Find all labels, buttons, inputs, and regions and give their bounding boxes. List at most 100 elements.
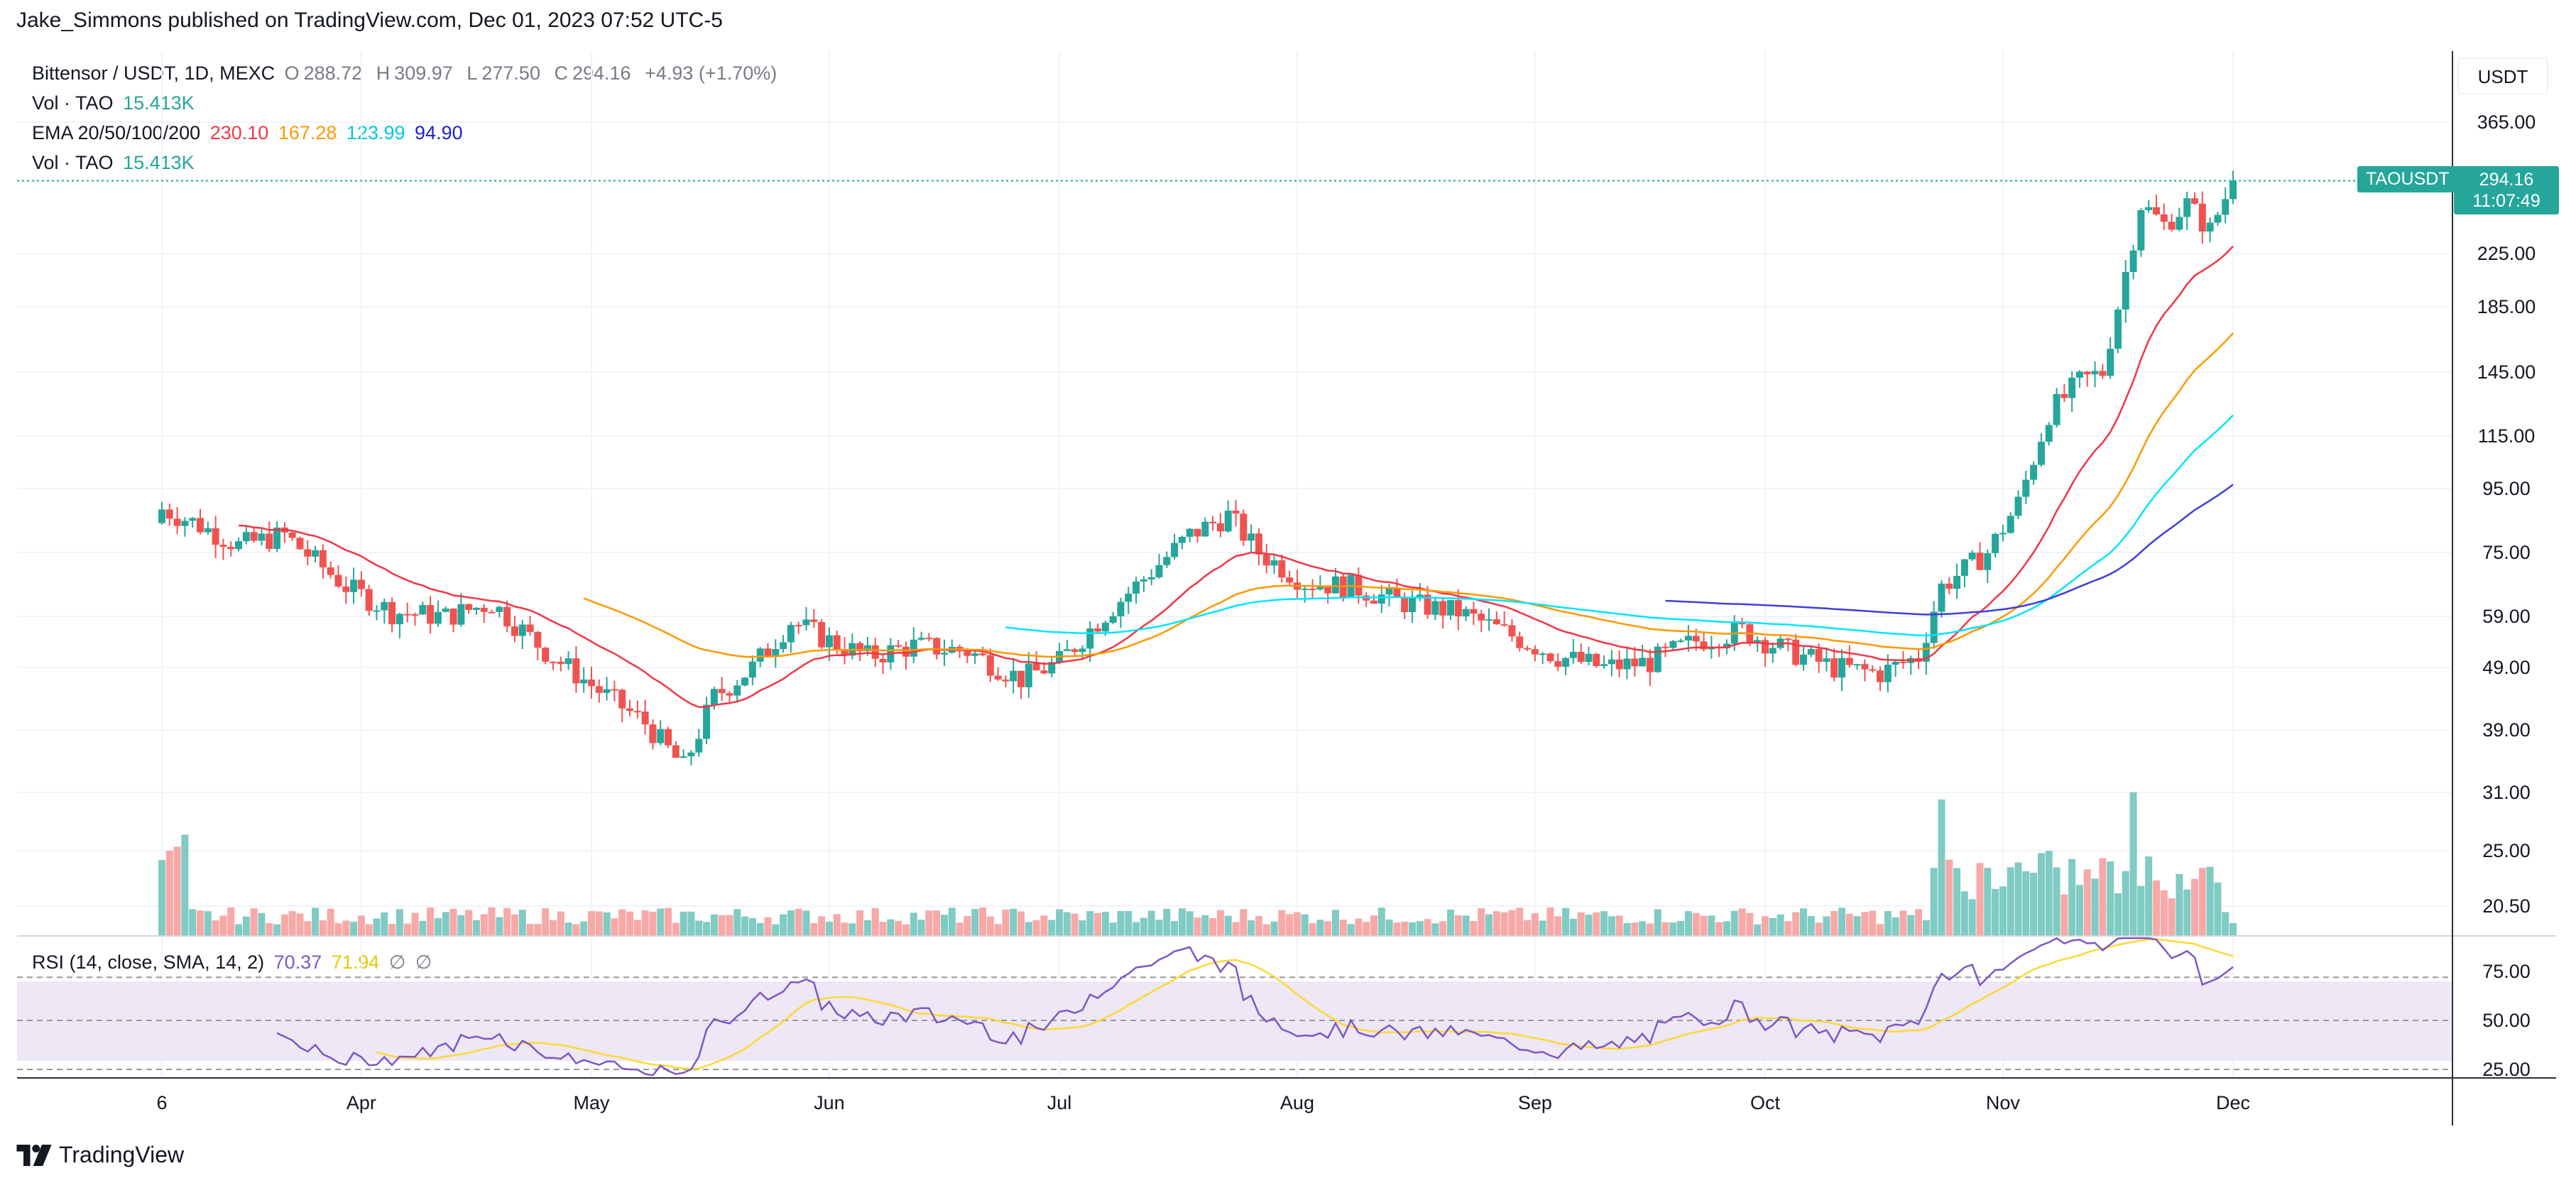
currency-label[interactable]: USDT [2478,66,2528,87]
candle-body [1125,593,1133,602]
legend-row-ema: EMA 20/50/100/200 230.10 167.28 123.99 9… [32,122,467,144]
volume-value: 15.413K [123,92,195,114]
volume-bar [741,916,749,936]
volume-bar [1255,916,1262,936]
candle-body [1385,587,1393,595]
rsi-hide-icon[interactable]: ∅ [388,952,406,973]
candle-body [2068,377,2076,398]
candle-body [212,528,219,545]
volume-bar [1922,920,1930,936]
candle-body [1439,601,1447,616]
volume-bar [1960,891,1968,936]
ohlc-close: C 294.16 [554,62,631,84]
candle-body [266,533,273,549]
volume-bar [1708,915,1715,936]
rsi-label[interactable]: RSI (14, close, SMA, 14, 2) [32,952,265,973]
candle-body [649,724,657,743]
candle-body [756,648,764,662]
volume-bar [2222,912,2230,936]
candle-body [2137,209,2145,251]
candle-body [1447,600,1455,616]
candle-body [1255,533,1262,555]
volume-bar [1938,799,1945,936]
candle-body [1301,588,1309,590]
volume-bar [1554,916,1562,936]
volume-bar [1569,918,1577,936]
volume-label-2[interactable]: Vol · TAO [32,152,114,173]
symbol-label[interactable]: Bittensor / USDT, 1D, MEXC [32,62,275,84]
tradingview-logo[interactable]: TradingView [16,1142,184,1168]
volume-bar [304,921,312,936]
volume-bar [1646,923,1654,936]
volume-bar [1915,909,1923,936]
candle-body [1615,659,1623,670]
candle-body [680,756,687,758]
volume-bar [726,915,733,936]
candlesticks [158,170,2237,765]
candle-body [1968,552,1976,560]
candle-body [2206,222,2214,231]
volume-bar [1032,920,1040,936]
volume-bar [902,924,910,936]
volume-bar [1884,911,1892,936]
candle-body [1976,552,1984,570]
candle-body [2014,496,2022,516]
candle-body [434,611,442,624]
volume-bar [833,914,841,936]
volume-bar [1224,915,1232,936]
volume-bar [250,908,258,936]
ema-label[interactable]: EMA 20/50/100/200 [32,122,201,143]
volume-bar [2022,871,2030,936]
candle-body [296,538,304,550]
volume-bar [557,911,564,936]
volume-bar [327,908,334,936]
candle-body [764,648,772,656]
candle-body [1492,619,1500,625]
volume-bar [480,914,488,936]
candle-body [1684,636,1692,641]
volume-bar [1309,923,1316,936]
price-tick-label: 185.00 [2477,296,2536,317]
volume-bar [1508,910,1516,936]
candle-body [503,606,511,627]
candle-body [633,711,641,713]
volume-bar [879,922,887,936]
candle-body [780,642,787,650]
candle-body [1017,670,1025,687]
volume-bar [2152,880,2160,936]
candle-body [726,693,733,696]
volume-bar [802,910,810,936]
rsi-hide-icon-2[interactable]: ∅ [415,952,432,973]
volume-bar [2230,922,2237,936]
candle-body [1194,528,1201,537]
volume-bar [1377,908,1385,936]
volume-bar [1470,920,1478,936]
candle-body [1661,646,1669,648]
candle-body [748,661,756,678]
volume-bar [273,924,281,936]
candle-body [1155,565,1163,577]
volume-bars [158,792,2237,936]
x-tick-label: Oct [1750,1092,1781,1113]
candle-body [978,653,986,655]
volume-bar [1976,863,1984,936]
volume-bar [964,916,971,936]
candle-body [871,645,879,659]
volume-bar [266,923,273,936]
candle-body [542,648,550,662]
volume-label[interactable]: Vol · TAO [32,92,114,114]
volume-bar [411,912,419,936]
volume-bar [863,920,871,936]
volume-bar [1853,916,1861,936]
volume-bar [1992,888,1999,936]
volume-bar [1600,911,1608,936]
candle-body [1646,658,1654,672]
candle-body [1248,533,1255,541]
volume-bar [1324,921,1332,936]
candle-body [1723,643,1730,649]
candle-body [1079,648,1086,653]
price-tick-label: 225.00 [2477,243,2536,264]
volume-bar [611,918,618,936]
volume-bar [687,911,695,936]
